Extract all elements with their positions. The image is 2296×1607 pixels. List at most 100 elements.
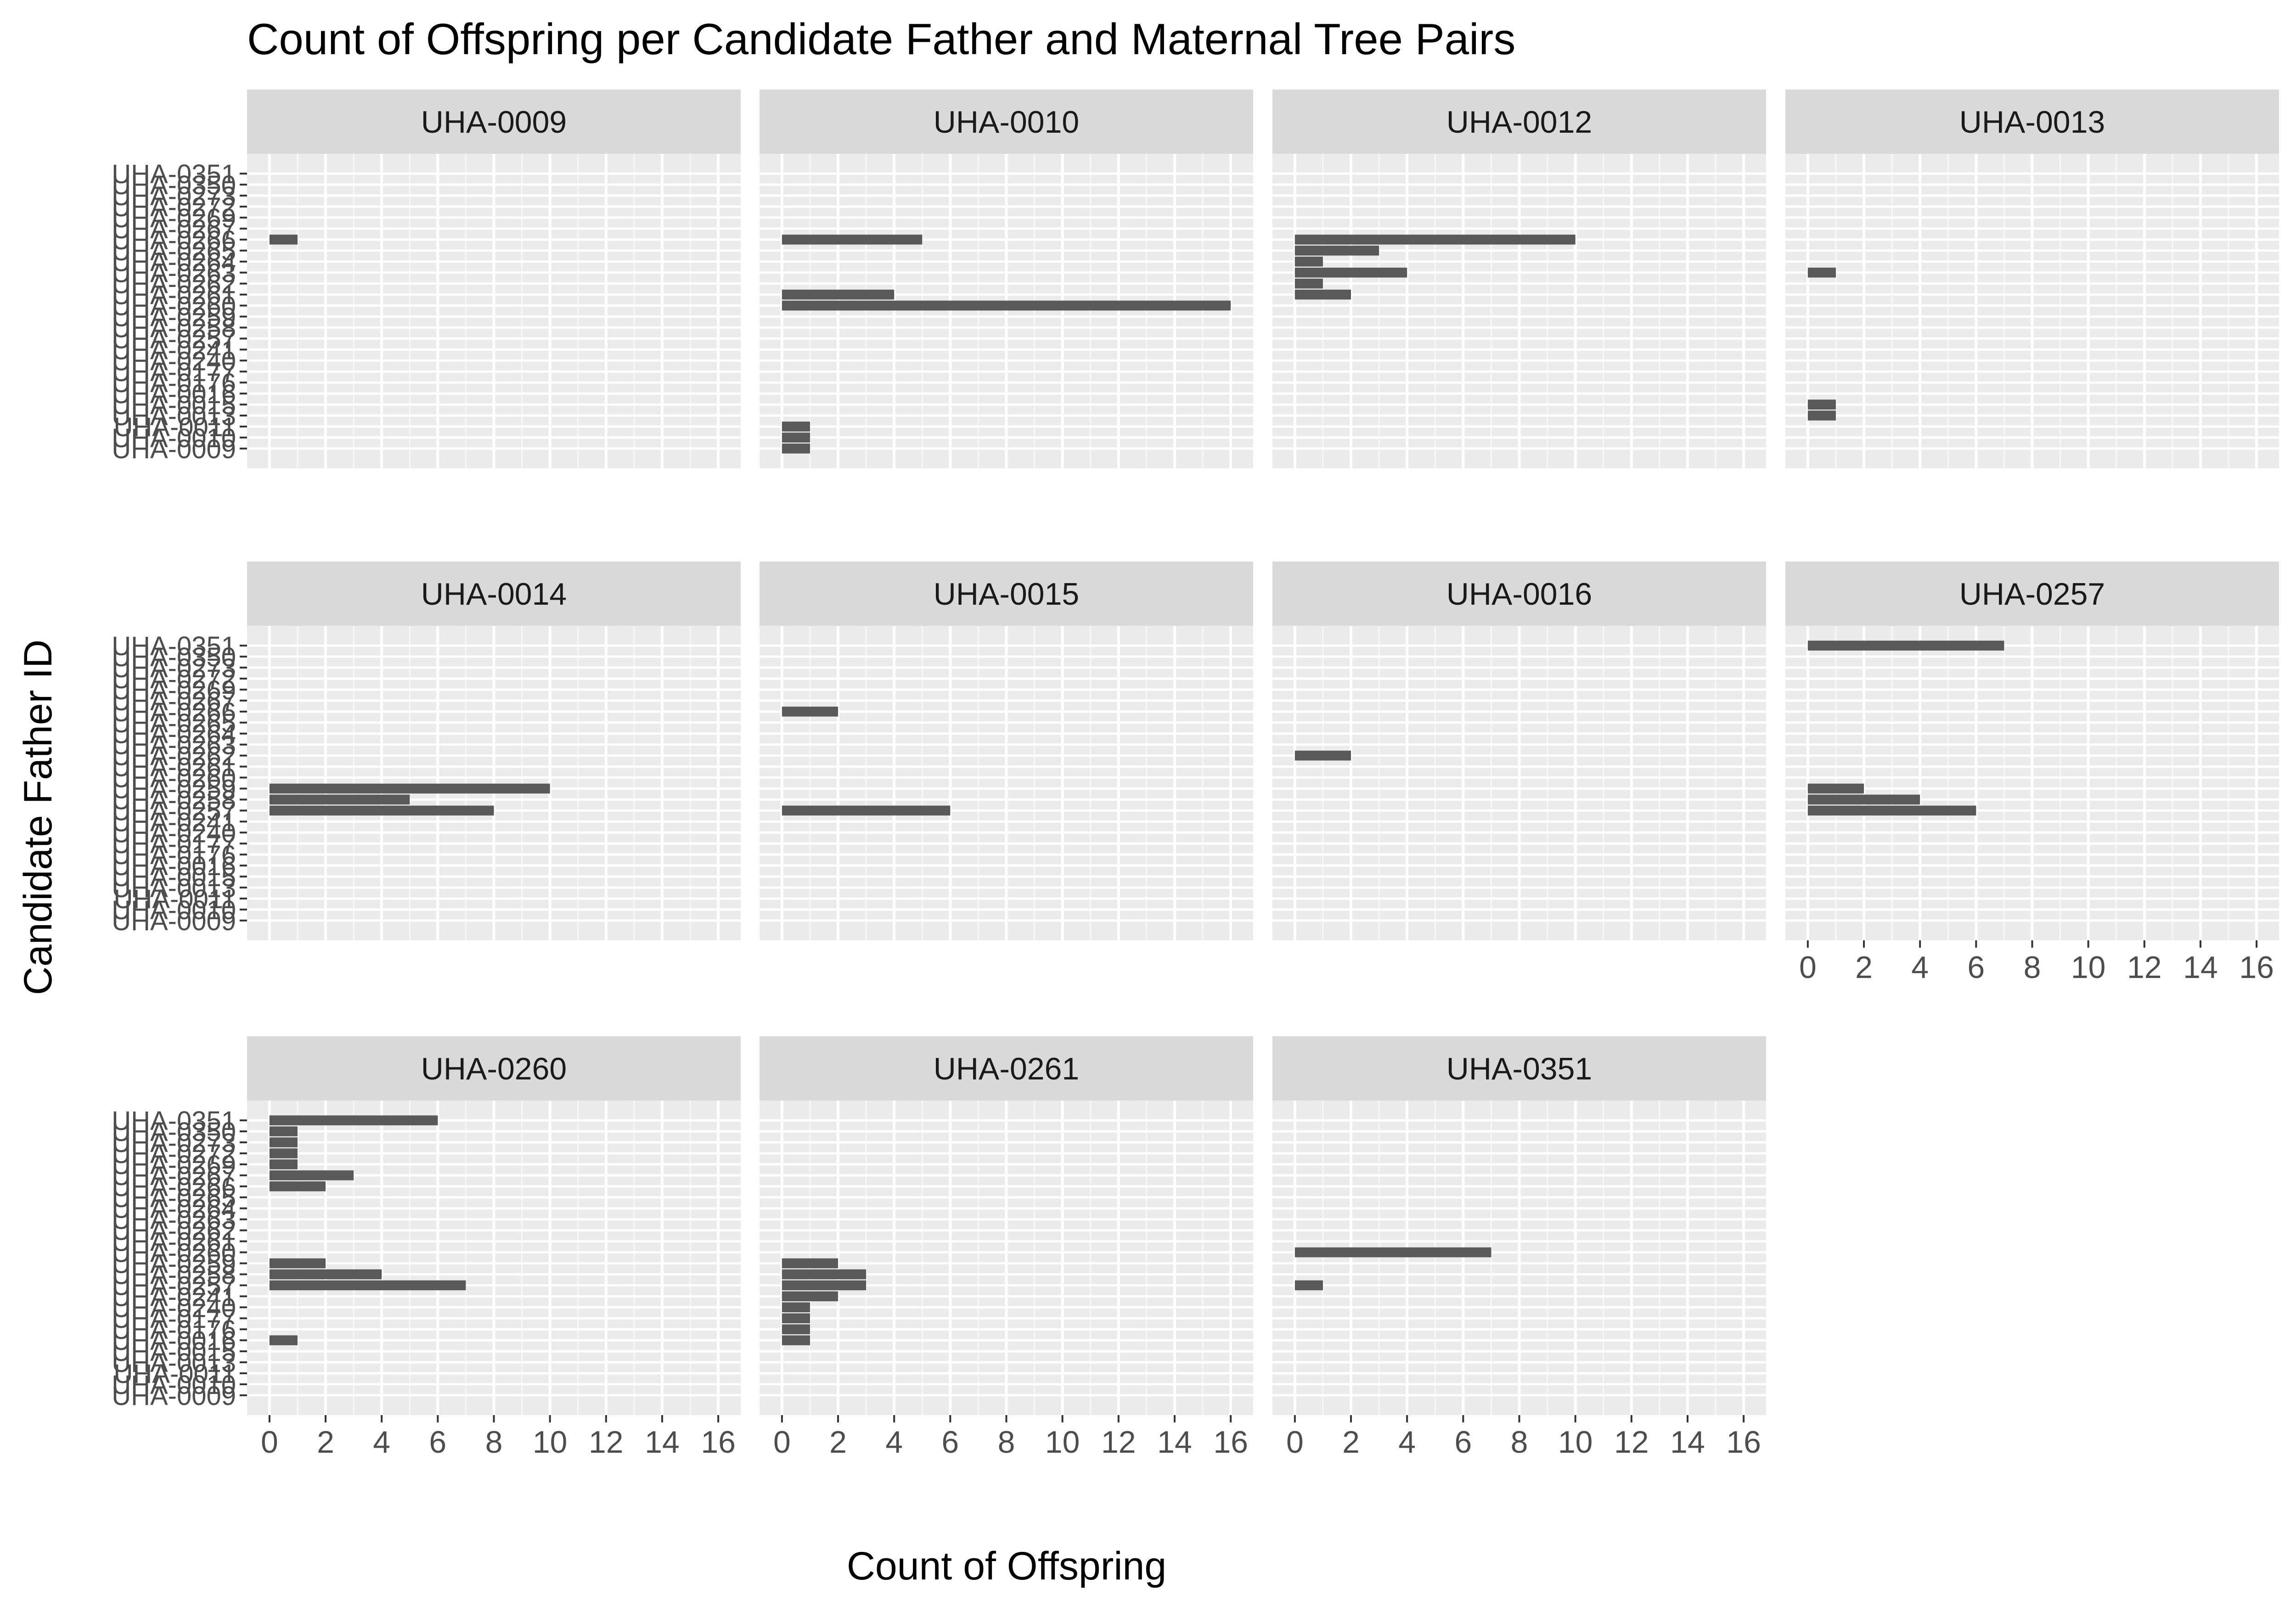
bar xyxy=(782,235,923,245)
y-tick-label: UHA-0265 xyxy=(112,236,236,266)
bar xyxy=(1294,289,1351,300)
bar xyxy=(782,1280,867,1291)
y-tick-label: UHA-0272 xyxy=(112,192,236,222)
bar xyxy=(269,1170,354,1180)
bar xyxy=(269,805,494,816)
y-tick-label: UHA-0258 xyxy=(112,1260,236,1290)
facet-strip xyxy=(247,90,741,154)
bar xyxy=(269,1115,438,1125)
x-tick-label: 0 xyxy=(773,1425,791,1460)
y-tick-label: UHA-0013 xyxy=(112,401,236,431)
facet-strip-label: UHA-0257 xyxy=(1959,577,2105,612)
facet-strip-label: UHA-0010 xyxy=(934,105,1080,140)
bar xyxy=(269,1137,298,1147)
y-tick-label: UHA-0240 xyxy=(112,346,236,376)
y-tick-label: UHA-0265 xyxy=(112,708,236,738)
y-tick-label: UHA-0260 xyxy=(112,292,236,321)
y-tick-label: UHA-0176 xyxy=(112,840,236,870)
y-tick-label: UHA-0263 xyxy=(112,1205,236,1235)
x-tick-label: 0 xyxy=(1799,950,1817,985)
y-tick-label: UHA-0269 xyxy=(112,203,236,233)
facet-strip xyxy=(247,562,741,626)
y-tick-label: UHA-0261 xyxy=(112,1227,236,1257)
bar xyxy=(1294,267,1407,278)
facet-strip-label: UHA-0013 xyxy=(1959,105,2105,140)
y-tick-label: UHA-0241 xyxy=(112,1282,236,1312)
y-tick-label: UHA-0273 xyxy=(112,181,236,211)
bar xyxy=(1807,805,1976,816)
x-tick-label: 14 xyxy=(645,1425,680,1460)
bar xyxy=(782,1324,810,1334)
bar xyxy=(269,1258,326,1269)
bar xyxy=(269,1181,326,1191)
bar xyxy=(1294,1247,1491,1258)
facet-strip xyxy=(760,562,1253,626)
bar xyxy=(269,783,550,794)
bar xyxy=(782,433,810,443)
y-tick-label: UHA-0266 xyxy=(112,697,236,727)
y-tick-label: UHA-0261 xyxy=(112,753,236,782)
y-tick-label: UHA-0351 xyxy=(112,1106,236,1136)
x-tick-label: 4 xyxy=(373,1425,390,1460)
facet-strip xyxy=(1272,562,1766,626)
bar xyxy=(782,707,838,717)
bar xyxy=(269,1280,466,1291)
bar xyxy=(1807,267,1836,278)
y-tick-label: UHA-0240 xyxy=(112,1293,236,1323)
y-tick-label: UHA-0262 xyxy=(112,742,236,771)
y-tick-label: UHA-0350 xyxy=(112,642,236,672)
x-tick-label: 12 xyxy=(1614,1425,1649,1460)
x-tick-label: 6 xyxy=(1967,950,1985,985)
bar xyxy=(1294,256,1323,267)
bar xyxy=(1294,278,1323,289)
y-tick-label: UHA-0266 xyxy=(112,225,236,255)
y-axis-title: Candidate Father ID xyxy=(16,640,60,995)
y-tick-label: UHA-0351 xyxy=(112,631,236,661)
y-tick-label: UHA-0011 xyxy=(114,412,236,442)
x-tick-label: 0 xyxy=(1286,1425,1304,1460)
facet-strip-label: UHA-0351 xyxy=(1446,1051,1593,1086)
bar xyxy=(269,1335,298,1345)
y-tick-label: UHA-0265 xyxy=(112,1183,236,1213)
bar xyxy=(269,1148,298,1158)
facet-strip xyxy=(1272,1036,1766,1101)
y-tick-label: UHA-0010 xyxy=(112,895,236,925)
x-tick-label: 16 xyxy=(2239,950,2274,985)
x-tick-label: 2 xyxy=(829,1425,847,1460)
y-tick-label: UHA-0262 xyxy=(112,1216,236,1246)
x-tick-label: 6 xyxy=(429,1425,446,1460)
y-tick-label: UHA-0177 xyxy=(112,357,236,387)
y-tick-label: UHA-0272 xyxy=(112,1139,236,1169)
y-tick-label: UHA-0263 xyxy=(112,730,236,760)
y-tick-label: UHA-0016 xyxy=(112,1326,236,1356)
y-tick-label: UHA-0260 xyxy=(112,1238,236,1268)
facet-strip xyxy=(1785,562,2279,626)
x-tick-label: 2 xyxy=(317,1425,334,1460)
y-tick-label: UHA-0010 xyxy=(112,1370,236,1400)
facet-strip-label: UHA-0261 xyxy=(934,1051,1080,1086)
y-tick-label: UHA-0011 xyxy=(114,1359,236,1389)
y-tick-label: UHA-0350 xyxy=(112,170,236,200)
x-tick-label: 6 xyxy=(941,1425,959,1460)
x-tick-label: 16 xyxy=(1213,1425,1248,1460)
y-tick-label: UHA-0262 xyxy=(112,270,236,299)
x-axis-title: Count of Offspring xyxy=(847,1544,1166,1588)
y-tick-label: UHA-0015 xyxy=(112,1337,236,1367)
bar xyxy=(782,421,810,432)
y-tick-label: UHA-0241 xyxy=(112,807,236,837)
bar xyxy=(782,1335,810,1345)
bar xyxy=(1807,410,1836,421)
facet-strip xyxy=(760,1036,1253,1101)
y-tick-label: UHA-0010 xyxy=(112,423,236,453)
y-tick-label: UHA-0267 xyxy=(112,1161,236,1191)
bar xyxy=(782,444,810,454)
y-tick-label: UHA-0258 xyxy=(112,785,236,815)
bar xyxy=(782,1302,810,1313)
bar xyxy=(1294,235,1576,245)
bar xyxy=(782,1291,838,1302)
y-tick-label: UHA-0013 xyxy=(112,873,236,903)
bar xyxy=(1807,783,1864,794)
x-tick-label: 4 xyxy=(885,1425,903,1460)
